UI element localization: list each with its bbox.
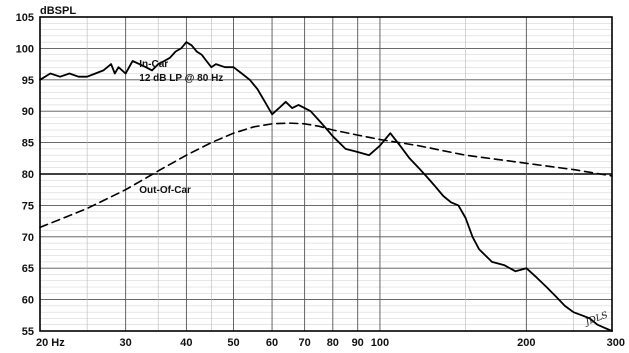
- in-car-series-line: [39, 41, 613, 332]
- y-tick-label: 55: [22, 326, 34, 338]
- x-tick-label: 50: [227, 337, 239, 348]
- x-tick-label: 200: [517, 337, 535, 348]
- plot-frame: [39, 16, 613, 332]
- y-tick-label: 65: [22, 263, 34, 275]
- x-tick-label: 40: [180, 337, 192, 348]
- y-tick-label: 80: [22, 169, 34, 181]
- x-tick-label: 60: [266, 337, 278, 348]
- x-tick-label: 300: [607, 337, 625, 348]
- chart-annotation: 12 dB LP @ 80 Hz: [139, 73, 223, 84]
- x-tick-label: 80: [327, 337, 339, 348]
- y-tick-label: 100: [16, 43, 34, 55]
- y-tick-label: 90: [22, 106, 34, 118]
- y-tick-label: 105: [16, 12, 34, 24]
- y-axis-unit-label: dBSPL: [40, 5, 76, 17]
- chart-annotation: Out-Of-Car: [139, 185, 191, 196]
- y-tick-label: 75: [22, 200, 34, 212]
- x-tick-label: 30: [120, 337, 132, 348]
- author-signature: JDLS: [582, 311, 609, 329]
- chart-annotation: In-Car: [139, 59, 168, 70]
- y-tick-label: 70: [22, 232, 34, 244]
- y-tick-label: 85: [22, 138, 34, 150]
- grid-layer: [39, 17, 613, 331]
- y-tick-label: 60: [22, 295, 34, 307]
- out-of-car-series-line: [39, 122, 613, 229]
- x-tick-label: 100: [371, 337, 389, 348]
- label-layer: 55 60 65 70 75 80 85 90 95 100 105 20 Hz 30 40 50 60 70 8…: [16, 12, 625, 349]
- x-tick-label: 20 Hz: [36, 337, 65, 348]
- y-tick-label: 95: [22, 75, 34, 87]
- series-layer: [39, 41, 613, 332]
- x-tick-label: 90: [352, 337, 364, 348]
- x-tick-label: 70: [298, 337, 310, 348]
